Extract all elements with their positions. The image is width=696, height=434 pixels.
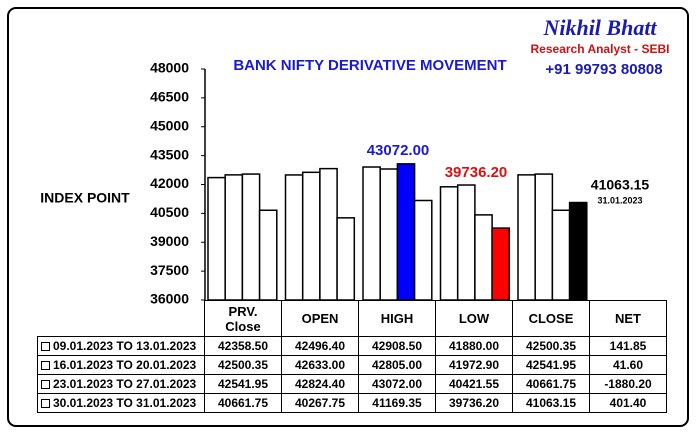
bar [568, 201, 588, 301]
cell: 42496.40 [281, 336, 359, 356]
legend-label: 23.01.2023 TO 27.01.2023 [53, 377, 197, 391]
legend-box [41, 342, 50, 351]
cell: 40661.75 [204, 393, 282, 413]
cell: 42541.95 [204, 374, 282, 394]
data-row: 23.01.2023 TO 27.01.2023 42541.95 42824.40… [37, 374, 667, 394]
cell: 41063.15 [512, 393, 590, 413]
bar [456, 184, 476, 301]
bar [439, 186, 459, 301]
cell: 39736.20 [435, 393, 513, 413]
bar [258, 209, 278, 301]
cell: 41972.90 [435, 355, 513, 375]
annotation: 39736.20 [445, 164, 508, 181]
cell: 40421.55 [435, 374, 513, 394]
net-cell: 41.60 [589, 355, 667, 375]
bar [284, 174, 304, 301]
blank-cell [38, 301, 205, 337]
y-tick-label: 40500 [150, 204, 189, 220]
cell: 41169.35 [358, 393, 436, 413]
cell: 42908.50 [358, 336, 436, 356]
cell: 42824.40 [281, 374, 359, 394]
net-cell: 141.85 [589, 336, 667, 356]
y-axis-label: INDEX POINT [40, 190, 130, 206]
bar [207, 176, 226, 301]
y-tick-label: 48000 [150, 60, 189, 76]
y-tick-label: 42000 [150, 175, 189, 191]
cell: 42500.35 [204, 355, 282, 375]
legend-label: 16.01.2023 TO 20.01.2023 [53, 358, 197, 372]
row-label: 16.01.2023 TO 20.01.2023 [37, 355, 205, 375]
y-tick-label: 45000 [150, 117, 189, 133]
cell: 42633.00 [281, 355, 359, 375]
column-header: CLOSE [512, 300, 590, 337]
annotation: 43072.00 [367, 142, 430, 159]
bar [301, 171, 321, 301]
header-row: PRV. Close OPEN HIGH LOW CLOSE NET [38, 300, 667, 337]
brand-phone: +91 99793 80808 [545, 61, 662, 78]
cell: 42805.00 [358, 355, 436, 375]
y-tick-label: 46500 [150, 89, 189, 105]
column-header: NET [589, 300, 667, 337]
column-header: OPEN [281, 300, 359, 337]
row-label: 09.01.2023 TO 13.01.2023 [37, 336, 205, 356]
bar [491, 227, 511, 301]
bar [396, 163, 416, 301]
bar [534, 173, 554, 301]
legend-label: 30.01.2023 TO 31.01.2023 [53, 396, 197, 410]
data-row: 09.01.2023 TO 13.01.2023 42358.50 42496.40… [37, 336, 667, 356]
y-tick-label: 36000 [150, 291, 189, 307]
bar [551, 209, 571, 301]
cell: 40267.75 [281, 393, 359, 413]
bar [319, 167, 338, 301]
cell: 41880.00 [435, 336, 513, 356]
legend-box [41, 380, 50, 389]
bar [413, 199, 433, 301]
bar [224, 174, 244, 301]
column-header: PRV. Close [204, 300, 282, 337]
bar [336, 217, 356, 301]
column-header: HIGH [358, 300, 436, 337]
y-tick-label: 43500 [150, 146, 189, 162]
column-header: LOW [435, 300, 513, 337]
bar [474, 214, 493, 301]
row-label: 30.01.2023 TO 31.01.2023 [37, 393, 205, 413]
bar [517, 174, 536, 301]
bar [241, 173, 261, 301]
y-tick-label: 37500 [150, 262, 189, 278]
cell: 42358.50 [204, 336, 282, 356]
row-label: 23.01.2023 TO 27.01.2023 [37, 374, 205, 394]
data-row: 16.01.2023 TO 20.01.2023 42500.35 42633.00… [37, 355, 667, 375]
cell: 40661.75 [512, 374, 590, 394]
cell: 43072.00 [358, 374, 436, 394]
bar [362, 166, 381, 301]
net-cell: -1880.20 [589, 374, 667, 394]
net-cell: 401.40 [589, 393, 667, 413]
annotation: 31.01.2023 [597, 195, 642, 205]
data-row: 30.01.2023 TO 31.01.2023 40661.75 40267.75… [37, 393, 667, 413]
chart-title: BANK NIFTY DERIVATIVE MOVEMENT [233, 57, 506, 74]
legend-box [41, 361, 50, 370]
legend-label: 09.01.2023 TO 13.01.2023 [53, 339, 197, 353]
annotation: 41063.15 [591, 177, 650, 193]
cell: 42541.95 [512, 355, 590, 375]
cell: 42500.35 [512, 336, 590, 356]
data-table: PRV. Close OPEN HIGH LOW CLOSE NET 09.01.2023 … [37, 300, 667, 413]
bar [379, 168, 399, 301]
y-tick-label: 39000 [150, 233, 189, 249]
brand-role: Research Analyst - SEBI [531, 42, 670, 56]
brand-name: Nikhil Bhatt [542, 15, 657, 40]
legend-box [41, 399, 50, 408]
